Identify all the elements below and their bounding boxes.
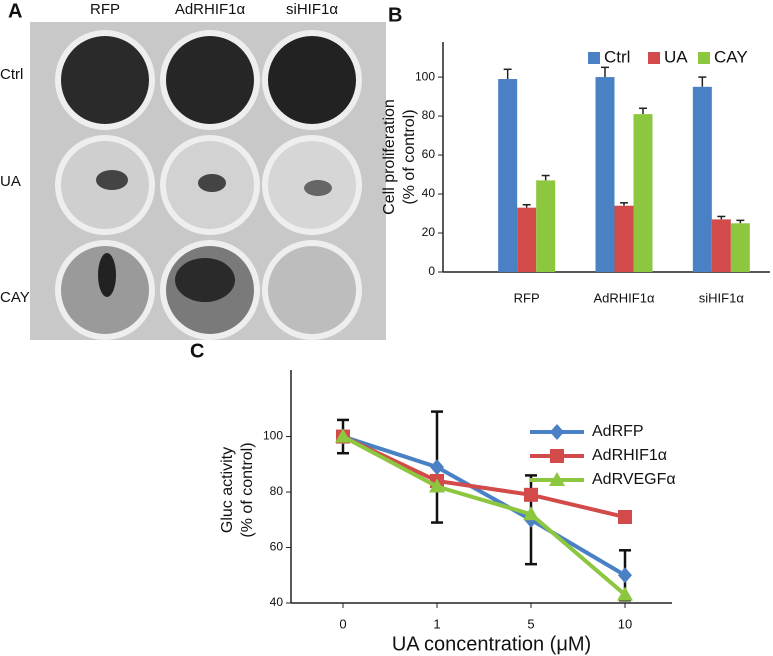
marker	[550, 424, 564, 440]
marker	[523, 506, 539, 521]
panel-label: A	[8, 0, 22, 22]
series-line	[342, 434, 626, 519]
bar	[536, 180, 556, 272]
x-tick-label: siHIF1α	[699, 290, 745, 305]
bar	[692, 86, 712, 272]
y-axis-label: (% of control)	[239, 442, 256, 537]
bar	[517, 207, 537, 272]
column-label: AdRHIF1α	[175, 1, 246, 18]
y-axis-label: Cell proliferation	[381, 99, 398, 215]
y-tick-label: 60	[422, 147, 436, 161]
x-axis-label: UA concentration (μM)	[392, 633, 591, 655]
legend-label: Ctrl	[604, 47, 630, 66]
marker	[618, 567, 632, 584]
y-tick-label: 20	[422, 225, 436, 239]
y-tick-label: 0	[428, 264, 435, 278]
y-tick-label: 60	[270, 540, 284, 554]
marker	[335, 428, 351, 443]
marker	[617, 586, 633, 601]
bar	[595, 77, 615, 272]
x-tick-label: 5	[527, 616, 534, 631]
legend-swatch	[648, 52, 660, 64]
row-label: CAY	[0, 289, 30, 306]
column-label: siHIF1α	[286, 1, 338, 18]
column-label: RFP	[90, 1, 120, 18]
legend-label: AdRFP	[592, 423, 644, 440]
row-label: UA	[0, 173, 21, 190]
legend-label: CAY	[714, 47, 748, 66]
marker	[430, 459, 444, 476]
y-tick-label: 80	[422, 108, 436, 122]
marker	[618, 510, 632, 525]
y-tick-label: 100	[263, 429, 283, 443]
y-tick-label: 100	[415, 69, 435, 83]
x-tick-label: 1	[433, 616, 440, 631]
bar	[633, 114, 653, 272]
bar	[498, 79, 518, 272]
series-line	[342, 434, 627, 597]
bar	[614, 205, 634, 272]
x-tick-label: 10	[618, 616, 632, 631]
y-tick-label: 40	[422, 186, 436, 200]
y-axis-label: (% of control)	[401, 109, 418, 204]
panel-label: C	[190, 340, 204, 362]
bar	[730, 223, 750, 272]
marker	[549, 472, 565, 486]
row-label: Ctrl	[0, 66, 23, 83]
x-tick-label: AdRHIF1α	[594, 290, 655, 305]
series-line	[342, 434, 627, 577]
wells	[55, 30, 362, 340]
marker	[429, 478, 445, 493]
legend-label: UA	[664, 47, 688, 66]
y-tick-label: 80	[270, 484, 284, 498]
legend-label: AdRVEGFα	[592, 471, 676, 488]
legend-swatch	[698, 52, 710, 64]
marker	[524, 487, 538, 502]
bar	[711, 219, 731, 272]
panel-label: B	[388, 4, 402, 26]
legend-label: AdRHIF1α	[592, 447, 667, 464]
legend-swatch	[588, 52, 600, 64]
y-tick-label: 40	[270, 595, 284, 609]
y-axis-label: Gluc activity	[219, 447, 236, 533]
marker	[550, 449, 564, 463]
x-tick-label: RFP	[514, 290, 540, 305]
x-tick-label: 0	[339, 616, 346, 631]
